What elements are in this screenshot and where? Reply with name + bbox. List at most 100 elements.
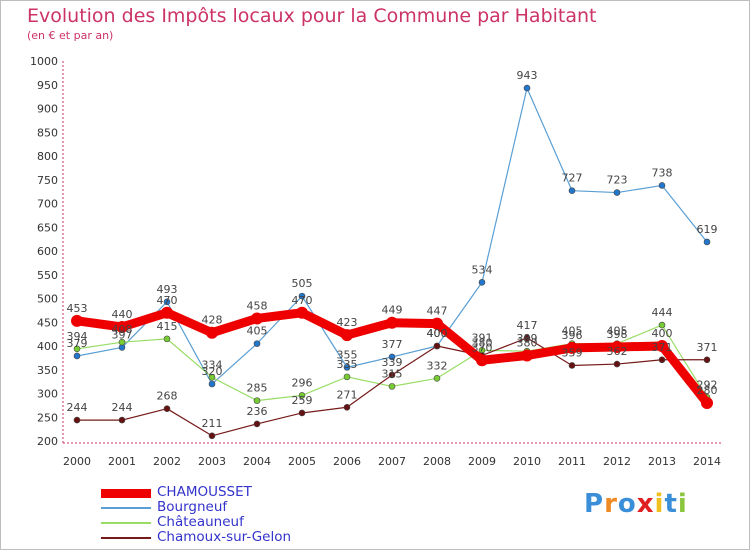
data-point (566, 341, 578, 354)
data-point (568, 187, 576, 194)
data-point (118, 338, 126, 346)
legend-swatch (101, 507, 151, 509)
data-label: 335 (337, 358, 358, 371)
y-tick-label: 950 (37, 79, 58, 92)
data-point (208, 432, 216, 440)
data-label: 244 (112, 401, 133, 414)
data-point (116, 321, 128, 333)
y-tick-label: 450 (37, 316, 58, 329)
data-point (341, 329, 353, 342)
data-label: 244 (67, 401, 88, 414)
logo-letter: P (584, 489, 605, 519)
y-tick-label: 750 (37, 174, 58, 187)
data-label: 315 (382, 367, 403, 380)
y-tick-label: 500 (37, 293, 58, 306)
data-label: 380 (517, 337, 538, 350)
data-point (431, 317, 443, 330)
legend-label: CHAMOUSSET (157, 484, 252, 500)
data-point (208, 374, 216, 381)
data-point (701, 397, 713, 409)
y-tick-label: 350 (37, 364, 58, 377)
y-tick-label: 300 (37, 388, 58, 401)
y-tick-label: 250 (37, 411, 58, 424)
data-label: 359 (562, 346, 583, 359)
data-point (298, 292, 306, 300)
data-point (298, 409, 306, 417)
data-point (118, 416, 126, 424)
data-point (658, 182, 666, 189)
data-point (206, 326, 218, 339)
data-label: 398 (607, 328, 628, 341)
data-point (163, 405, 171, 413)
data-label: 405 (607, 325, 628, 338)
y-tick-label: 400 (37, 340, 58, 353)
data-point (388, 371, 396, 379)
data-label: 268 (157, 390, 178, 403)
legend-item: Bourgneuf (101, 499, 361, 515)
proxiti-logo: Proxiti (584, 489, 688, 519)
data-label: 339 (382, 356, 403, 369)
legend: CHAMOUSSET Bourgneuf Châteauneuf Chamoux-su… (101, 484, 361, 545)
data-label: 285 (247, 382, 268, 395)
legend-swatch (101, 489, 151, 498)
data-label: 334 (202, 358, 223, 371)
y-tick-label: 900 (37, 103, 58, 116)
x-tick-label: 2000 (63, 455, 91, 468)
data-label: 428 (202, 314, 223, 327)
data-point (161, 306, 173, 319)
logo-letter: r (604, 489, 618, 519)
data-label: 444 (652, 306, 673, 319)
y-tick-label: 650 (37, 221, 58, 234)
logo-letter: o (617, 489, 637, 519)
x-tick-label: 2009 (468, 455, 496, 468)
data-point (658, 356, 666, 364)
x-tick-label: 2007 (378, 455, 406, 468)
data-point (73, 345, 81, 353)
data-point (386, 316, 398, 329)
data-point (73, 352, 81, 360)
x-tick-label: 2013 (648, 455, 676, 468)
legend-item: Chamoux-sur-Gelon (101, 529, 361, 545)
data-point (703, 356, 711, 364)
data-point (388, 383, 396, 390)
data-point (613, 189, 621, 196)
series-bourgneuf (73, 84, 711, 388)
x-tick-label: 2014 (693, 455, 721, 468)
chart-title: Evolution des Impôts locaux pour la Comm… (27, 5, 597, 27)
data-label: 417 (517, 319, 538, 332)
data-label: 371 (652, 341, 673, 354)
data-point (658, 321, 666, 329)
data-label: 394 (67, 330, 88, 343)
x-tick-label: 2006 (333, 455, 361, 468)
data-label: 396 (562, 329, 583, 342)
y-tick-label: 700 (37, 198, 58, 211)
data-label: 505 (292, 277, 313, 290)
data-point (523, 84, 531, 92)
data-point (251, 312, 263, 325)
y-tick-label: 850 (37, 126, 58, 139)
logo-letter: x (636, 489, 655, 519)
data-point (568, 362, 576, 369)
series-chamoux-sur-gelon (73, 334, 711, 440)
y-tick-label: 1000 (30, 55, 58, 68)
legend-swatch (101, 537, 151, 539)
legend-label: Bourgneuf (157, 499, 228, 515)
data-label: 391 (472, 331, 493, 344)
data-label: 379 (67, 337, 88, 350)
data-label: 534 (472, 263, 493, 276)
data-label: 470 (292, 294, 313, 307)
data-point (611, 340, 623, 353)
data-point (343, 403, 351, 411)
data-label: 405 (247, 325, 268, 338)
x-tick-label: 2003 (198, 455, 226, 468)
y-tick-label: 550 (37, 269, 58, 282)
data-point (523, 334, 531, 342)
data-point (343, 364, 351, 371)
data-label: 211 (202, 417, 223, 430)
data-label: 377 (382, 338, 403, 351)
data-point (433, 374, 441, 382)
data-label: 397 (112, 328, 133, 341)
data-label: 400 (427, 327, 448, 340)
data-point (253, 340, 261, 347)
